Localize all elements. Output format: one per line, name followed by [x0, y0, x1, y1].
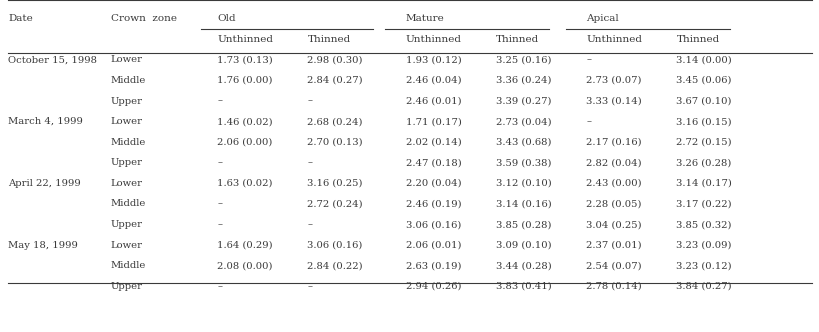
Text: Lower: Lower [111, 117, 143, 126]
Text: 2.54 (0.07): 2.54 (0.07) [586, 261, 641, 270]
Text: 3.12 (0.10): 3.12 (0.10) [495, 179, 551, 188]
Text: 2.94 (0.26): 2.94 (0.26) [405, 282, 461, 291]
Text: 3.59 (0.38): 3.59 (0.38) [495, 158, 551, 167]
Text: 2.73 (0.07): 2.73 (0.07) [586, 76, 641, 85]
Text: Middle: Middle [111, 76, 146, 85]
Text: 3.23 (0.09): 3.23 (0.09) [676, 241, 731, 250]
Text: 2.20 (0.04): 2.20 (0.04) [405, 179, 461, 188]
Text: 2.72 (0.24): 2.72 (0.24) [307, 200, 363, 208]
Text: Date: Date [8, 14, 33, 23]
Text: –: – [217, 200, 222, 208]
Text: 3.36 (0.24): 3.36 (0.24) [495, 76, 551, 85]
Text: Unthinned: Unthinned [405, 35, 461, 44]
Text: –: – [217, 97, 222, 106]
Text: Mature: Mature [405, 14, 444, 23]
Text: 1.63 (0.02): 1.63 (0.02) [217, 179, 273, 188]
Text: 2.68 (0.24): 2.68 (0.24) [307, 117, 363, 126]
Text: 3.09 (0.10): 3.09 (0.10) [495, 241, 551, 250]
Text: 3.06 (0.16): 3.06 (0.16) [307, 241, 363, 250]
Text: 3.16 (0.25): 3.16 (0.25) [307, 179, 363, 188]
Text: 3.06 (0.16): 3.06 (0.16) [405, 220, 461, 229]
Text: 3.14 (0.00): 3.14 (0.00) [676, 55, 731, 64]
Text: 3.43 (0.68): 3.43 (0.68) [495, 138, 551, 147]
Text: Upper: Upper [111, 97, 143, 106]
Text: 2.02 (0.14): 2.02 (0.14) [405, 138, 461, 147]
Text: Middle: Middle [111, 261, 146, 270]
Text: May 18, 1999: May 18, 1999 [8, 241, 78, 250]
Text: 3.44 (0.28): 3.44 (0.28) [495, 261, 551, 270]
Text: 3.16 (0.15): 3.16 (0.15) [676, 117, 731, 126]
Text: Thinned: Thinned [676, 35, 719, 44]
Text: 2.70 (0.13): 2.70 (0.13) [307, 138, 363, 147]
Text: Thinned: Thinned [307, 35, 351, 44]
Text: 1.46 (0.02): 1.46 (0.02) [217, 117, 273, 126]
Text: Unthinned: Unthinned [217, 35, 273, 44]
Text: –: – [586, 55, 590, 64]
Text: 1.73 (0.13): 1.73 (0.13) [217, 55, 273, 64]
Text: 3.14 (0.17): 3.14 (0.17) [676, 179, 731, 188]
Text: Upper: Upper [111, 282, 143, 291]
Text: 2.84 (0.27): 2.84 (0.27) [307, 76, 363, 85]
Text: –: – [586, 117, 590, 126]
Text: 2.43 (0.00): 2.43 (0.00) [586, 179, 641, 188]
Text: 2.46 (0.04): 2.46 (0.04) [405, 76, 461, 85]
Text: –: – [307, 158, 312, 167]
Text: 2.84 (0.22): 2.84 (0.22) [307, 261, 363, 270]
Text: 2.37 (0.01): 2.37 (0.01) [586, 241, 641, 250]
Text: 3.45 (0.06): 3.45 (0.06) [676, 76, 731, 85]
Text: 3.84 (0.27): 3.84 (0.27) [676, 282, 731, 291]
Text: 3.33 (0.14): 3.33 (0.14) [586, 97, 641, 106]
Text: –: – [217, 282, 222, 291]
Text: 3.83 (0.41): 3.83 (0.41) [495, 282, 551, 291]
Text: Lower: Lower [111, 179, 143, 188]
Text: Thinned: Thinned [495, 35, 539, 44]
Text: Unthinned: Unthinned [586, 35, 641, 44]
Text: –: – [307, 282, 312, 291]
Text: 2.72 (0.15): 2.72 (0.15) [676, 138, 731, 147]
Text: Lower: Lower [111, 55, 143, 64]
Text: 3.23 (0.12): 3.23 (0.12) [676, 261, 731, 270]
Text: 2.17 (0.16): 2.17 (0.16) [586, 138, 641, 147]
Text: –: – [217, 220, 222, 229]
Text: 3.17 (0.22): 3.17 (0.22) [676, 200, 731, 208]
Text: 3.26 (0.28): 3.26 (0.28) [676, 158, 731, 167]
Text: 2.08 (0.00): 2.08 (0.00) [217, 261, 273, 270]
Text: 2.46 (0.01): 2.46 (0.01) [405, 97, 461, 106]
Text: 1.76 (0.00): 1.76 (0.00) [217, 76, 273, 85]
Text: –: – [307, 220, 312, 229]
Text: –: – [307, 97, 312, 106]
Text: 3.85 (0.28): 3.85 (0.28) [495, 220, 551, 229]
Text: 2.46 (0.19): 2.46 (0.19) [405, 200, 461, 208]
Text: March 4, 1999: March 4, 1999 [8, 117, 83, 126]
Text: 3.67 (0.10): 3.67 (0.10) [676, 97, 731, 106]
Text: 3.85 (0.32): 3.85 (0.32) [676, 220, 731, 229]
Text: Middle: Middle [111, 200, 146, 208]
Text: Old: Old [217, 14, 236, 23]
Text: Upper: Upper [111, 158, 143, 167]
Text: 1.71 (0.17): 1.71 (0.17) [405, 117, 461, 126]
Text: Apical: Apical [586, 14, 618, 23]
Text: 2.82 (0.04): 2.82 (0.04) [586, 158, 641, 167]
Text: Crown  zone: Crown zone [111, 14, 176, 23]
Text: 2.98 (0.30): 2.98 (0.30) [307, 55, 363, 64]
Text: 1.93 (0.12): 1.93 (0.12) [405, 55, 461, 64]
Text: 2.06 (0.00): 2.06 (0.00) [217, 138, 273, 147]
Text: October 15, 1998: October 15, 1998 [8, 55, 97, 64]
Text: 3.25 (0.16): 3.25 (0.16) [495, 55, 551, 64]
Text: 2.73 (0.04): 2.73 (0.04) [495, 117, 551, 126]
Text: –: – [217, 158, 222, 167]
Text: Lower: Lower [111, 241, 143, 250]
Text: 2.28 (0.05): 2.28 (0.05) [586, 200, 641, 208]
Text: 2.06 (0.01): 2.06 (0.01) [405, 241, 461, 250]
Text: 1.64 (0.29): 1.64 (0.29) [217, 241, 273, 250]
Text: Upper: Upper [111, 220, 143, 229]
Text: 3.14 (0.16): 3.14 (0.16) [495, 200, 551, 208]
Text: 2.47 (0.18): 2.47 (0.18) [405, 158, 461, 167]
Text: 3.04 (0.25): 3.04 (0.25) [586, 220, 641, 229]
Text: 2.78 (0.14): 2.78 (0.14) [586, 282, 641, 291]
Text: 3.39 (0.27): 3.39 (0.27) [495, 97, 551, 106]
Text: Middle: Middle [111, 138, 146, 147]
Text: 2.63 (0.19): 2.63 (0.19) [405, 261, 461, 270]
Text: April 22, 1999: April 22, 1999 [8, 179, 81, 188]
